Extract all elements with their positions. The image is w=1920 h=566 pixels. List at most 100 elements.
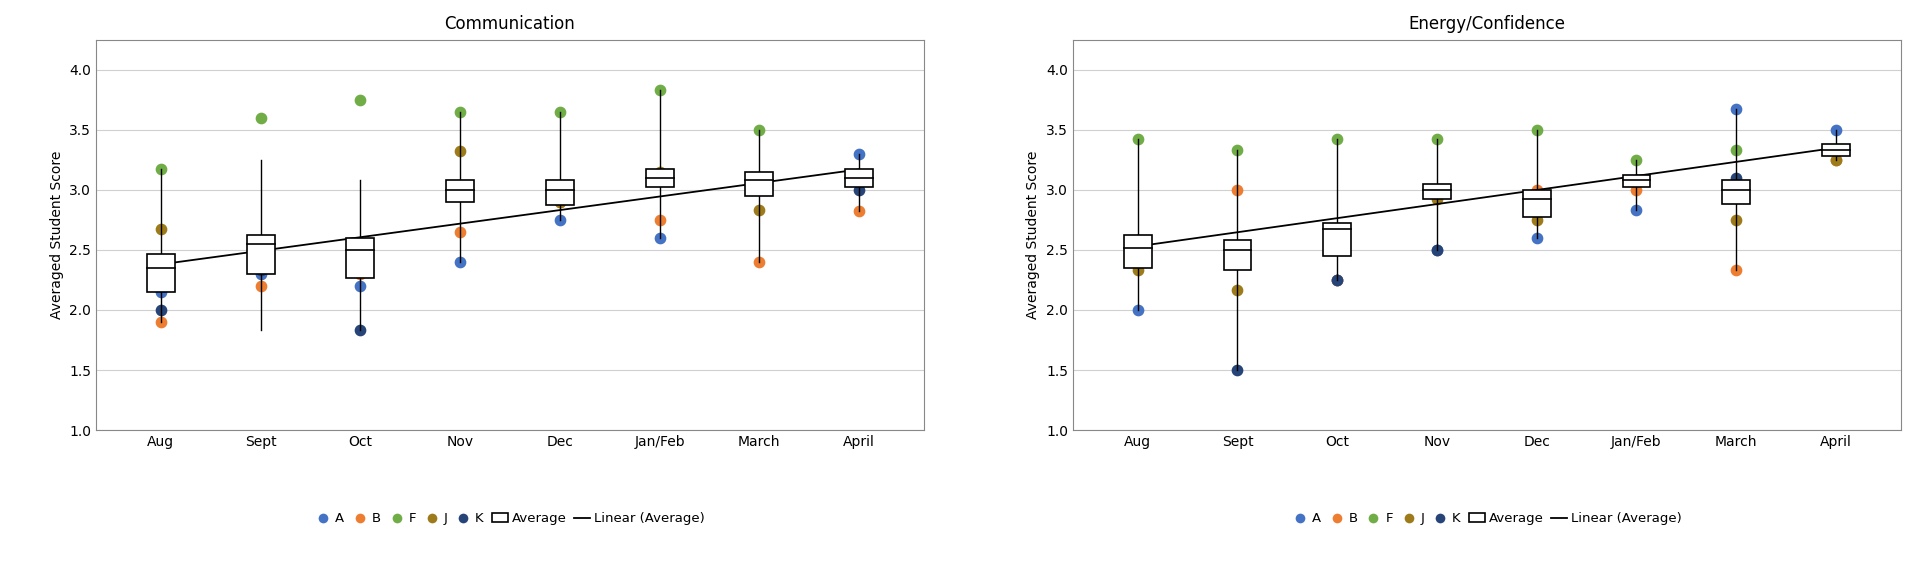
Point xyxy=(645,233,676,242)
Point xyxy=(545,198,576,207)
Point xyxy=(1123,135,1154,144)
Y-axis label: Averaged Student Score: Averaged Student Score xyxy=(1027,151,1041,319)
Point xyxy=(246,269,276,278)
Point xyxy=(246,113,276,122)
Y-axis label: Averaged Student Score: Averaged Student Score xyxy=(50,151,63,319)
Bar xyxy=(745,172,774,196)
Point xyxy=(346,269,376,278)
Bar xyxy=(346,238,374,277)
Point xyxy=(1521,125,1551,134)
Point xyxy=(1123,246,1154,255)
Point xyxy=(1223,145,1254,155)
Point xyxy=(246,281,276,290)
Point xyxy=(1720,145,1751,155)
Bar xyxy=(1822,144,1851,156)
Point xyxy=(843,149,874,158)
Bar xyxy=(246,235,275,274)
Point xyxy=(1820,125,1851,134)
Point xyxy=(743,175,774,185)
Point xyxy=(645,215,676,224)
Legend: A, B, F, J, K, Average, Linear (Average): A, B, F, J, K, Average, Linear (Average) xyxy=(1286,507,1688,530)
Point xyxy=(743,175,774,185)
Point xyxy=(246,266,276,275)
Point xyxy=(445,147,476,156)
Point xyxy=(1321,276,1352,285)
Point xyxy=(1421,195,1452,204)
Title: Communication: Communication xyxy=(445,15,576,32)
Point xyxy=(445,107,476,116)
Point xyxy=(645,85,676,95)
Point xyxy=(545,215,576,224)
Point xyxy=(1521,215,1551,224)
Point xyxy=(146,306,177,315)
Point xyxy=(743,205,774,215)
Bar xyxy=(1722,180,1751,204)
Point xyxy=(1223,366,1254,375)
Bar xyxy=(1123,235,1152,268)
Point xyxy=(1620,185,1651,194)
Point xyxy=(445,228,476,237)
Point xyxy=(1521,205,1551,215)
Bar xyxy=(845,169,874,187)
Point xyxy=(1421,246,1452,255)
Point xyxy=(1720,105,1751,114)
Point xyxy=(645,175,676,185)
Point xyxy=(545,107,576,116)
Point xyxy=(1223,246,1254,255)
Bar xyxy=(1523,190,1551,217)
Point xyxy=(146,318,177,327)
Point xyxy=(1123,306,1154,315)
Point xyxy=(843,173,874,182)
Point xyxy=(1223,285,1254,294)
Point xyxy=(1620,155,1651,164)
Point xyxy=(146,165,177,174)
Point xyxy=(1521,233,1551,242)
Bar xyxy=(1323,224,1352,256)
Bar xyxy=(1423,184,1452,199)
Bar xyxy=(445,180,474,202)
Bar xyxy=(645,169,674,187)
Point xyxy=(146,225,177,234)
Point xyxy=(1321,135,1352,144)
Bar xyxy=(1223,241,1252,271)
Point xyxy=(1321,276,1352,285)
Point xyxy=(1421,246,1452,255)
Point xyxy=(1620,175,1651,185)
Point xyxy=(445,258,476,267)
Point xyxy=(346,263,376,272)
Point xyxy=(1720,173,1751,182)
Point xyxy=(1720,215,1751,224)
Point xyxy=(1820,145,1851,155)
Point xyxy=(1521,185,1551,194)
Bar xyxy=(146,254,175,292)
Point xyxy=(146,288,177,297)
Point xyxy=(1620,205,1651,215)
Point xyxy=(346,281,376,290)
Point xyxy=(1321,276,1352,285)
Bar xyxy=(1622,175,1651,187)
Point xyxy=(1720,266,1751,275)
Point xyxy=(1820,155,1851,164)
Point xyxy=(1421,135,1452,144)
Point xyxy=(1123,236,1154,245)
Point xyxy=(1820,145,1851,155)
Point xyxy=(843,175,874,185)
Bar xyxy=(545,180,574,205)
Point xyxy=(545,185,576,194)
Point xyxy=(1820,155,1851,164)
Point xyxy=(346,95,376,104)
Point xyxy=(246,239,276,248)
Point xyxy=(1421,185,1452,194)
Point xyxy=(1321,225,1352,234)
Point xyxy=(445,185,476,194)
Point xyxy=(743,125,774,134)
Point xyxy=(545,198,576,207)
Point xyxy=(843,207,874,216)
Legend: A, B, F, J, K, Average, Linear (Average): A, B, F, J, K, Average, Linear (Average) xyxy=(309,507,710,530)
Point xyxy=(1223,185,1254,194)
Point xyxy=(843,185,874,194)
Point xyxy=(346,326,376,335)
Point xyxy=(645,168,676,177)
Title: Energy/Confidence: Energy/Confidence xyxy=(1409,15,1565,32)
Point xyxy=(1123,266,1154,275)
